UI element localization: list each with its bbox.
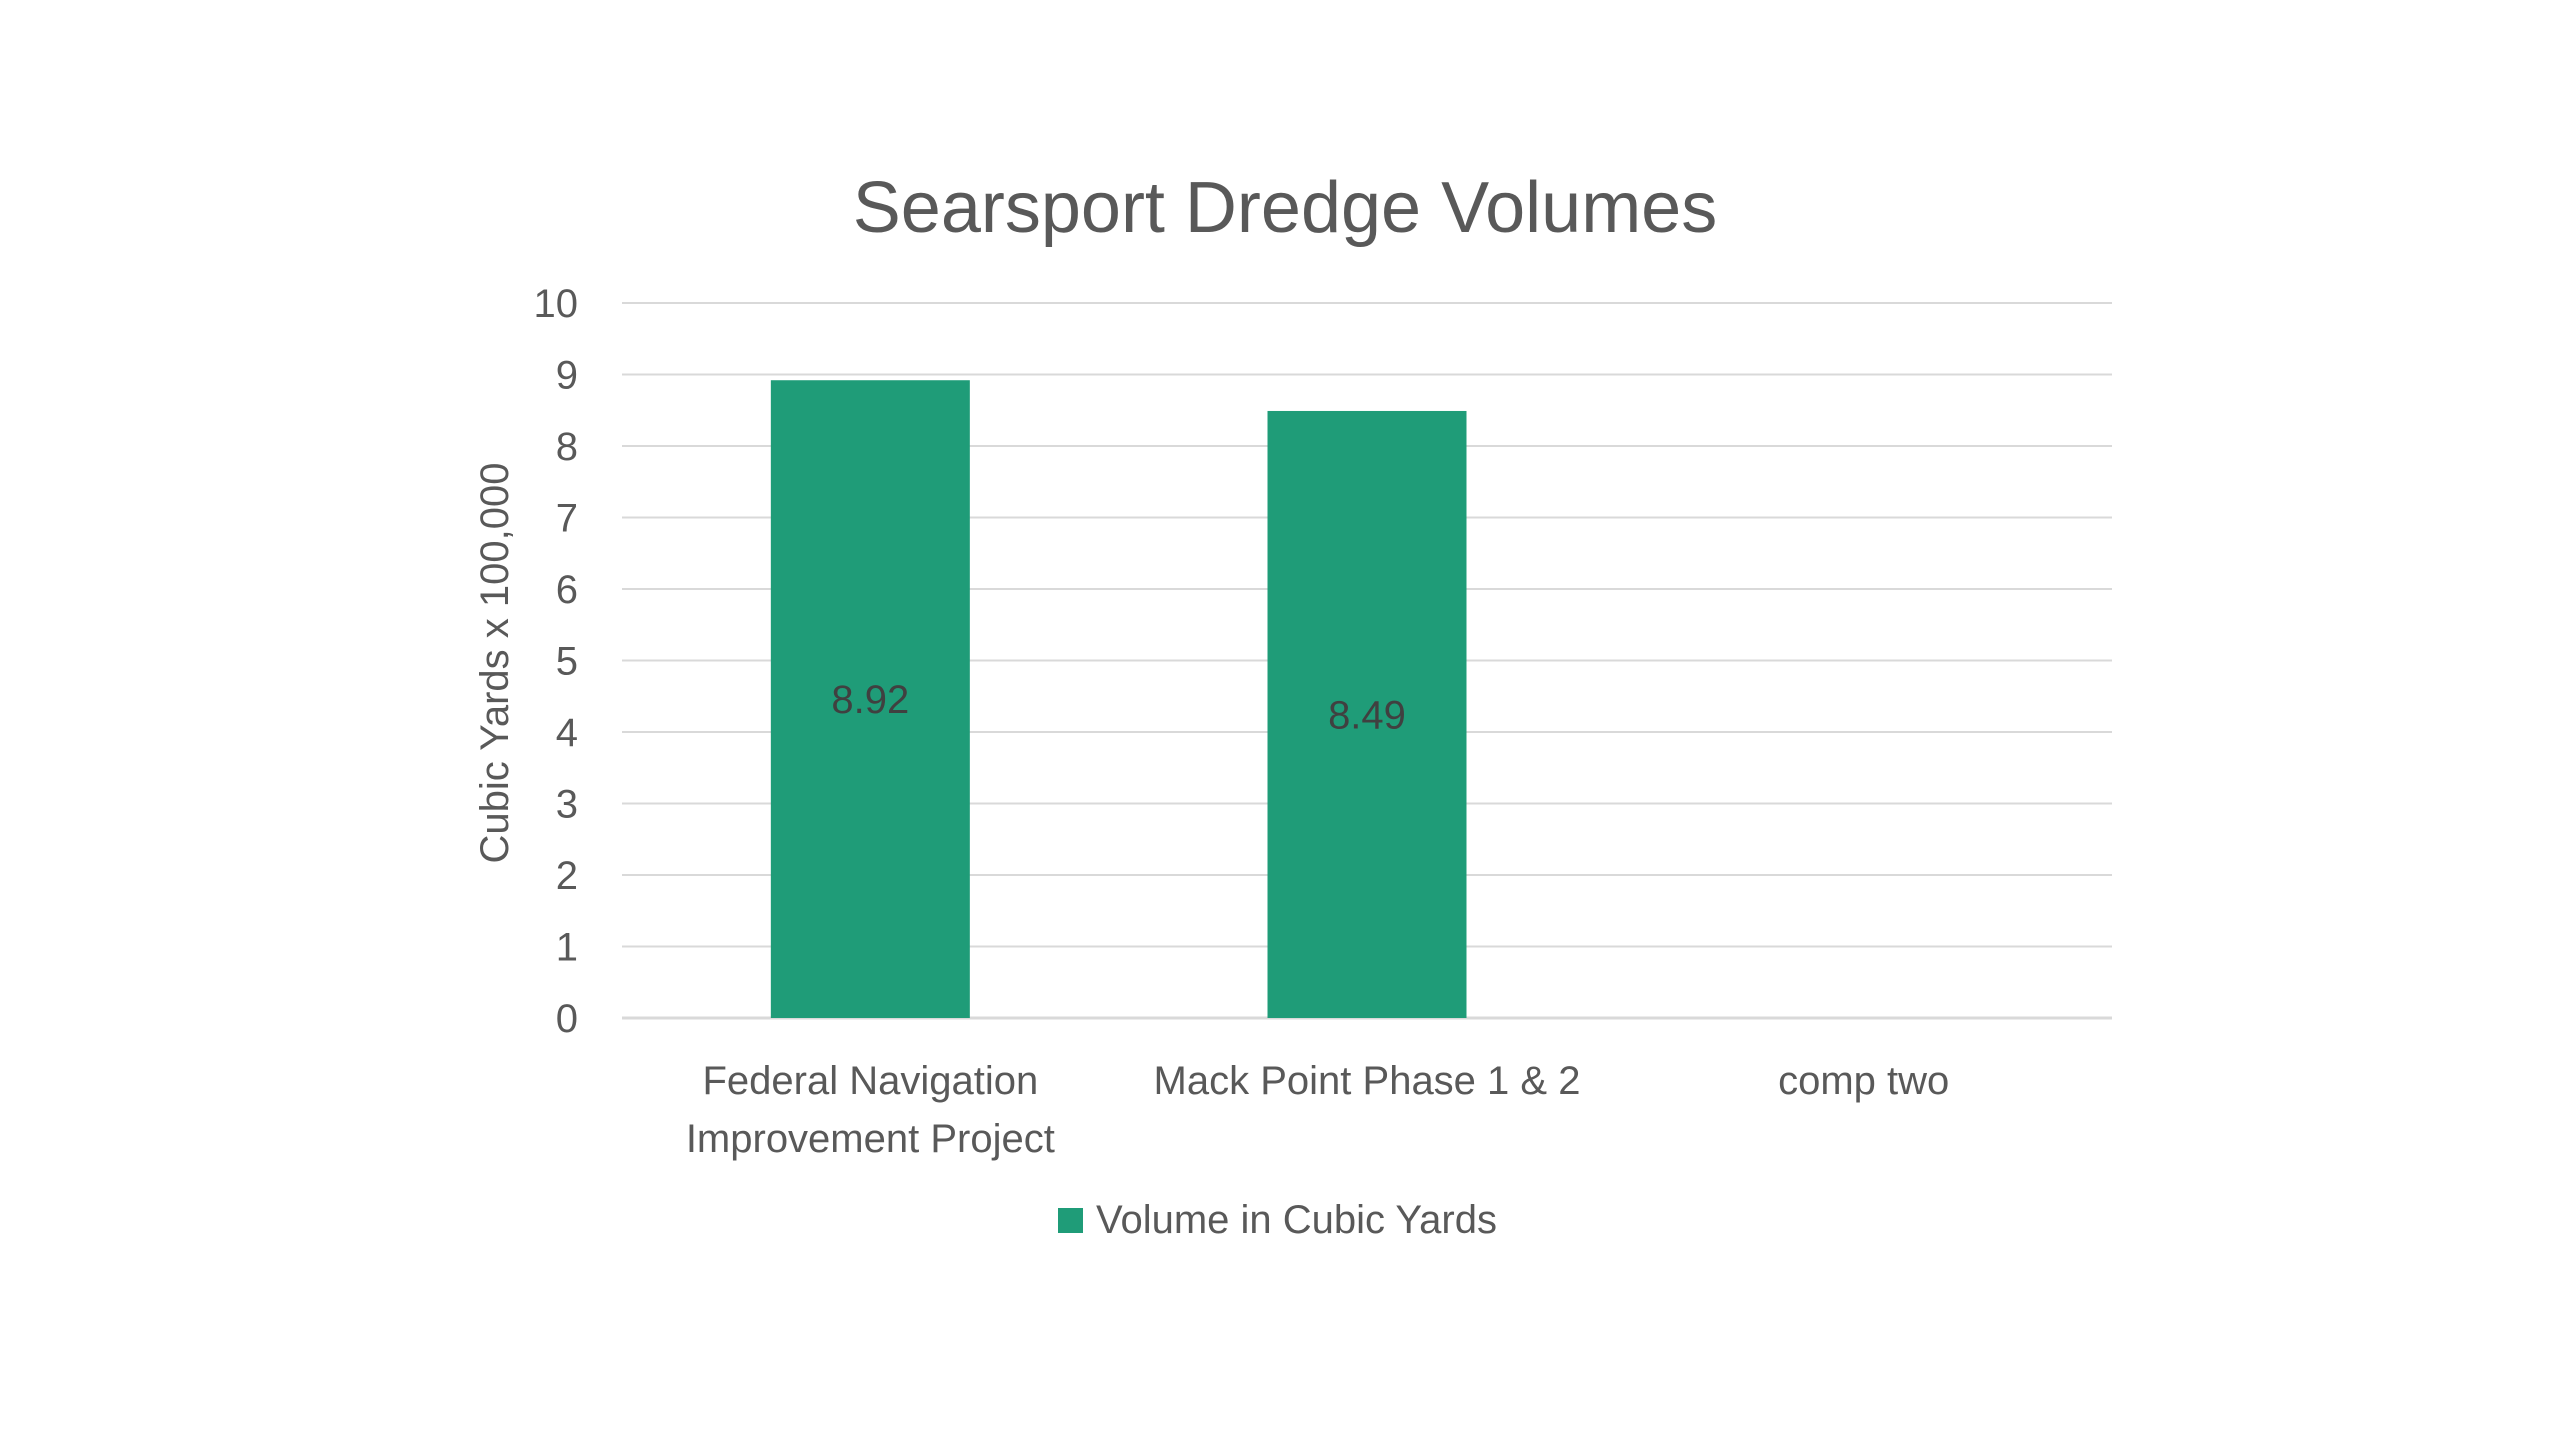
chart-title: Searsport Dredge Volumes — [853, 168, 1717, 248]
y-tick-label: 3 — [556, 783, 578, 827]
y-tick-label: 4 — [556, 711, 578, 755]
y-tick-label: 10 — [534, 282, 579, 326]
data-labels: 8.92 8.49 — [831, 678, 1406, 737]
y-tick-label: 8 — [556, 425, 578, 469]
y-tick-label: 5 — [556, 640, 578, 684]
bar — [770, 380, 970, 1019]
x-category-label: Mack Point Phase 1 & 2 — [1154, 1059, 1581, 1103]
legend-swatch — [1058, 1208, 1083, 1233]
y-tick-label: 7 — [556, 497, 578, 541]
y-tick-label: 6 — [556, 568, 578, 612]
bars — [770, 380, 1467, 1019]
y-tick-label: 1 — [556, 926, 578, 970]
data-label: 8.92 — [831, 678, 909, 722]
x-axis-categories: Federal Navigation Improvement Project Mac… — [686, 1059, 1949, 1161]
x-category-label: comp two — [1778, 1059, 1949, 1103]
y-axis-ticks: 0 1 2 3 4 5 6 7 8 9 10 — [534, 282, 579, 1041]
y-tick-label: 9 — [556, 354, 578, 398]
data-label: 8.49 — [1328, 693, 1406, 737]
bar — [1267, 410, 1467, 1019]
legend-label: Volume in Cubic Yards — [1096, 1198, 1497, 1242]
y-tick-label: 0 — [556, 997, 578, 1041]
x-category-label: Improvement Project — [686, 1117, 1055, 1161]
y-axis-title: Cubic Yards x 100,000 — [473, 463, 517, 864]
y-tick-label: 2 — [556, 854, 578, 898]
legend: Volume in Cubic Yards — [1058, 1198, 1497, 1242]
x-category-label: Federal Navigation — [702, 1059, 1038, 1103]
